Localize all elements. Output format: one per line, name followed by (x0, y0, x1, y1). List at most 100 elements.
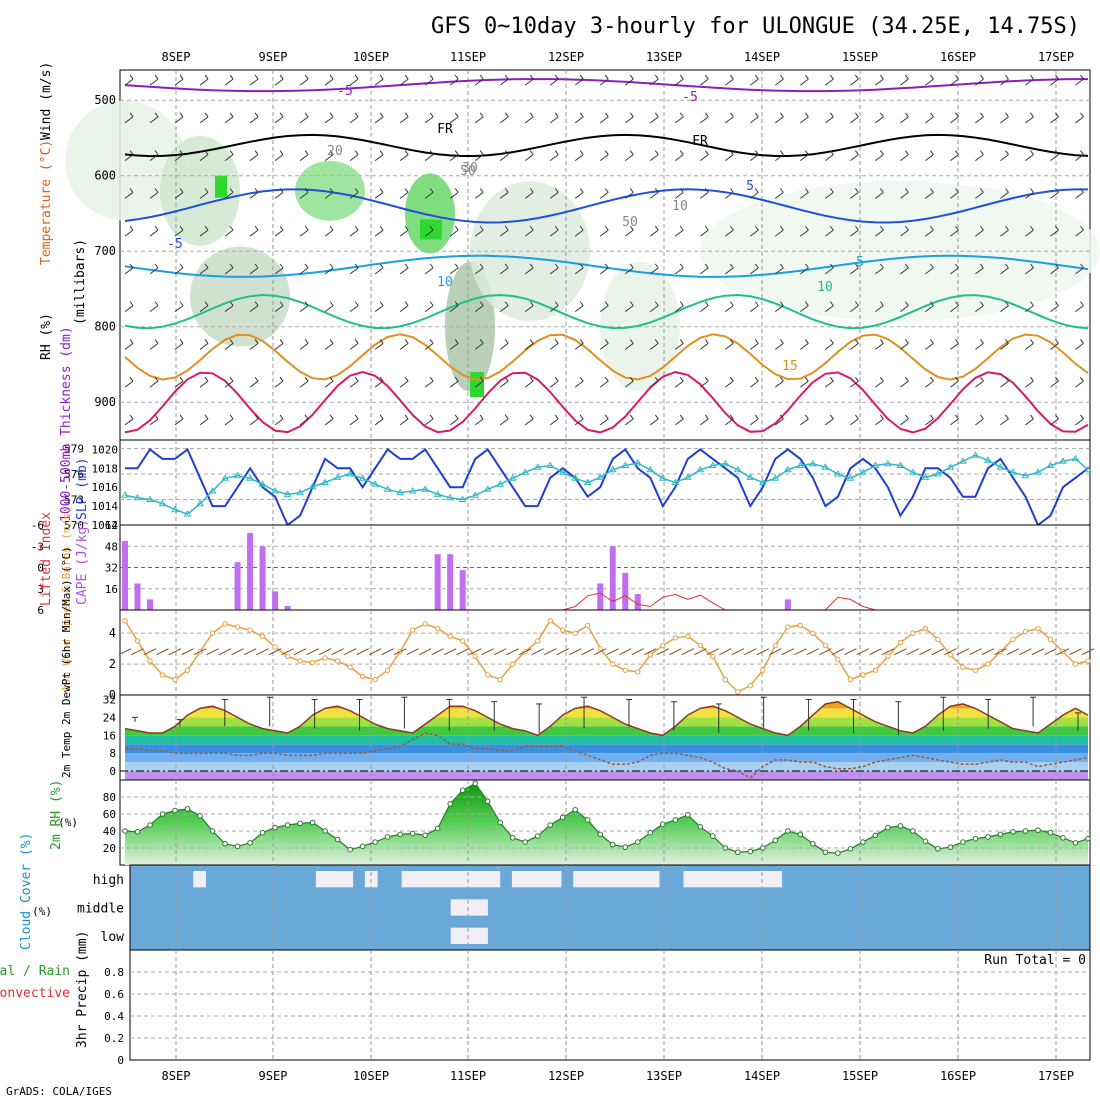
wind-barb (399, 188, 409, 199)
wind-barb (800, 74, 809, 86)
cloud-cell-high (193, 871, 207, 888)
wind-barb (900, 112, 909, 124)
temp-band (125, 735, 1088, 745)
cloud-cell-middle (462, 899, 476, 916)
wind-barb (1050, 225, 1059, 237)
contour-label: 5 (856, 255, 864, 270)
rh2m-point (985, 834, 991, 840)
wind-barb (474, 225, 484, 237)
thickness-point (221, 474, 229, 481)
thickness-point (758, 478, 767, 485)
cloud-cell-high (757, 871, 770, 888)
wind-barb (499, 225, 509, 237)
wind10m-point (747, 683, 754, 689)
contour-label: 5 (746, 179, 754, 194)
precip-axis-label: 3hr Precip (mm) (75, 931, 90, 1048)
wind-barb (674, 150, 684, 162)
wind10m-point (409, 627, 416, 633)
wind-barb (524, 263, 534, 275)
cape-bar (459, 570, 466, 610)
wind10m-barb (156, 648, 169, 656)
thickness-point (121, 491, 129, 498)
cloud-cover-panel: high middle low (%) Cloud Cover (%) (19, 833, 1091, 951)
wind-barb (649, 414, 659, 426)
wind-barb (374, 225, 384, 237)
rh2m-axis-label: 2m RH (%) (49, 780, 64, 850)
wind10m-point (472, 653, 478, 660)
wind-barb (775, 376, 784, 388)
temp2m-tick-label: 32 (103, 693, 116, 706)
wind-barb (725, 376, 734, 388)
wind10m-point (1035, 625, 1041, 632)
contour-label: 10 (437, 275, 453, 290)
wind-barb (674, 188, 684, 199)
wind-barb (424, 188, 434, 199)
rh2m-point (1022, 828, 1029, 834)
wind10m-point (935, 636, 941, 643)
cape-tick-label: 48 (105, 540, 118, 553)
wind10m-point (209, 630, 216, 636)
thickness-point (696, 465, 705, 473)
cloud-cell-high (732, 871, 746, 888)
wind10m-point (885, 653, 891, 660)
wind10m-point (510, 661, 516, 667)
wind-barb (1000, 301, 1009, 313)
wind-barb (800, 112, 809, 124)
wind-barb (649, 301, 659, 313)
wind-barb (649, 74, 659, 86)
contour-label: 15 (782, 359, 798, 374)
rh2m-point (484, 798, 491, 805)
wind-barb (399, 339, 409, 350)
wind-barb (499, 150, 509, 162)
cloud-cell-high (646, 871, 660, 888)
rh2m-area (125, 783, 1088, 865)
rh2m-point (372, 839, 378, 845)
wind-barb (199, 188, 209, 199)
cape-tick-label: 32 (105, 562, 118, 575)
thickness-point (446, 493, 455, 501)
cloud-cell-low (462, 927, 476, 944)
temp2m-gridlines (120, 695, 1090, 780)
rh2m-tick-label: 40 (103, 825, 116, 838)
wind-barb (374, 263, 384, 275)
wind-barb (449, 188, 459, 199)
wind-barb (599, 414, 609, 426)
pressure-tick-label: 500 (94, 93, 116, 107)
wind-barb (750, 74, 759, 86)
wind-barb (499, 301, 509, 313)
thickness-point (871, 461, 880, 468)
cloud-cell-high (450, 871, 464, 888)
wind10m-barb (931, 648, 945, 656)
wind-barb (750, 188, 759, 199)
wind-barb (775, 339, 784, 350)
wind10m-barb (769, 648, 782, 656)
wind-barb (174, 225, 184, 237)
cloud-cell-high (610, 871, 623, 888)
wind10m-gridlines (120, 610, 1090, 695)
rh2m-point (147, 822, 153, 828)
wind-barb (349, 188, 359, 199)
rh2m-point (622, 844, 629, 850)
wind-barb (975, 74, 984, 86)
wind10m-point (897, 639, 904, 646)
lifted-tick-label: 6 (37, 604, 44, 617)
slp-tick-label: 1020 (92, 443, 119, 456)
pressure-tick-label: 900 (94, 395, 116, 409)
precip-axis: 0.8 0.6 0.4 0.2 0 (104, 966, 124, 1067)
date-label-top: 8SEP (162, 50, 191, 64)
wind-barb (1050, 188, 1059, 199)
date-label-top: 17SEP (1038, 50, 1074, 64)
wind10m-point (1047, 636, 1054, 643)
wind10m-point (735, 689, 741, 695)
date-label-bottom: 11SEP (450, 1069, 486, 1083)
wind-barb (825, 74, 834, 86)
wind10m-barb (606, 648, 619, 656)
wind10m-barb (343, 648, 357, 656)
wind-barb (1025, 225, 1034, 237)
thickness-point (796, 461, 805, 468)
wind10m-point (372, 676, 378, 683)
wind10m-point (585, 622, 591, 629)
wind10m-point (147, 658, 153, 664)
wind10m-point (610, 661, 616, 667)
wind10m-barb (281, 648, 294, 656)
